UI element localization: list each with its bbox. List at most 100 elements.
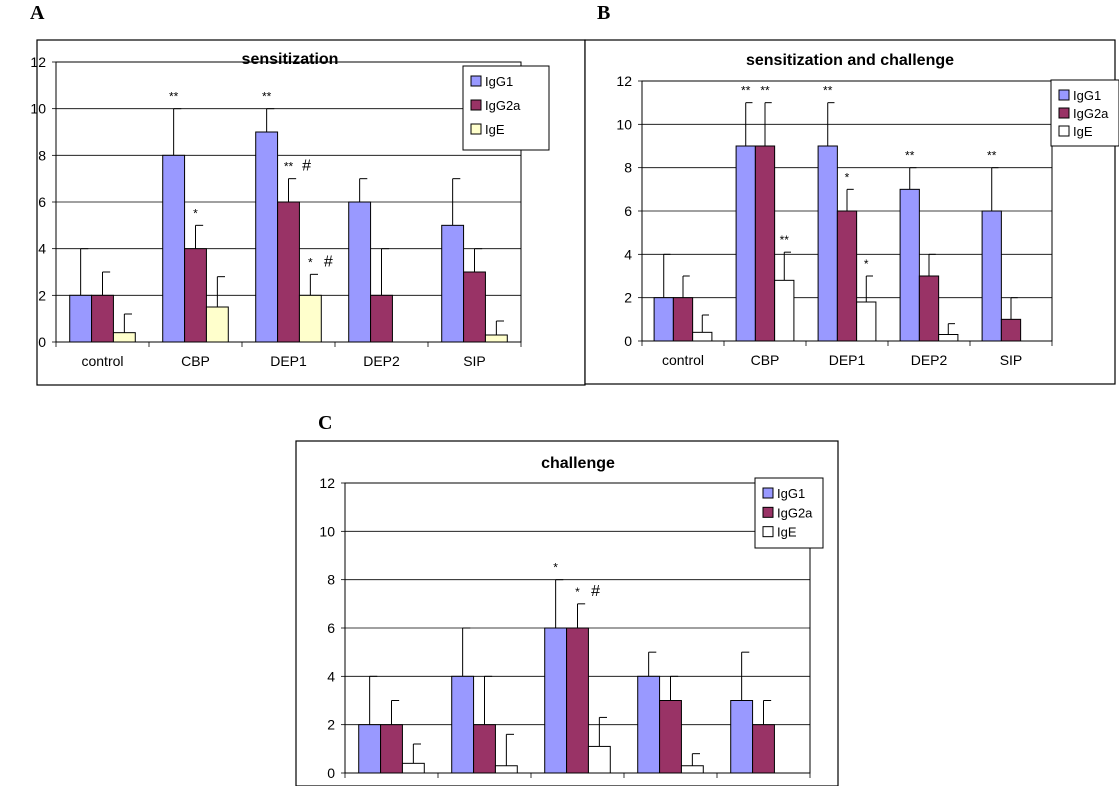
bar-igg2a (473, 724, 496, 774)
y-tick-label: 10 (616, 116, 632, 132)
panel-letter-b: B (597, 2, 611, 24)
significance-marker: ** (823, 84, 833, 98)
bar-igg1 (441, 224, 465, 343)
bar-igg2a (380, 724, 403, 774)
category-label: DEP1 (270, 353, 307, 369)
legend-swatch (762, 506, 774, 518)
bar-igg2a (752, 724, 775, 774)
bar-igg2a (836, 210, 858, 342)
legend-swatch (470, 75, 482, 87)
y-tick-label: 0 (624, 333, 632, 349)
bar-igg2a (566, 627, 589, 774)
legend-label: IgG2a (777, 505, 813, 520)
bar-igg1 (817, 145, 838, 342)
chart-c: 0 2 4 6 8 10 12 challenge control CBP DEP1 * * # DEP2 S… (295, 440, 839, 786)
significance-marker: ** (905, 149, 915, 163)
y-tick-label: 4 (38, 241, 46, 257)
significance-marker: ** (262, 90, 272, 104)
bar-igg1 (899, 188, 920, 342)
bar-igg1 (637, 675, 661, 774)
legend-swatch (762, 487, 774, 499)
bar-ige (401, 762, 425, 774)
y-tick-label: 4 (624, 246, 632, 262)
legend-swatch (1058, 107, 1070, 119)
category-label: DEP2 (363, 353, 400, 369)
bar-ige (494, 765, 518, 774)
category-label: SIP (463, 353, 486, 369)
bar-igg2a (918, 275, 940, 342)
significance-marker: ** (169, 90, 179, 104)
category-label: SIP (1000, 352, 1023, 368)
bar-ige (938, 334, 959, 342)
legend-swatch (470, 123, 482, 135)
y-tick-label: 0 (327, 765, 335, 781)
bar-igg1 (451, 675, 475, 774)
category-label: DEP1 (829, 352, 866, 368)
significance-marker: * (308, 255, 313, 269)
y-tick-label: 8 (327, 572, 335, 588)
category-label: CBP (751, 352, 780, 368)
category-label: control (662, 352, 704, 368)
category-label: SIP (752, 784, 775, 786)
bar-ige (205, 306, 229, 343)
bar-ige (680, 765, 704, 774)
bar-igg2a (659, 700, 682, 774)
bar-igg1 (730, 700, 754, 774)
bar-igg1 (735, 145, 756, 342)
y-tick-label: 10 (30, 101, 46, 117)
significance-marker: * (845, 170, 850, 184)
legend-label: IgE (777, 525, 797, 540)
significance-marker: # (302, 158, 311, 175)
bar-ige (692, 331, 713, 342)
y-tick-label: 2 (327, 717, 335, 733)
panel-letter-c: C (318, 412, 333, 434)
significance-marker: * (553, 561, 558, 575)
significance-marker: * (864, 257, 869, 271)
y-tick-label: 12 (30, 54, 46, 70)
bar-igg2a (1000, 318, 1022, 342)
bar-igg2a (463, 271, 486, 343)
chart-b: 0 2 4 6 8 10 12 sensitization and challenge cont… (584, 39, 1119, 385)
category-label: DEP2 (652, 784, 689, 786)
y-tick-label: 8 (38, 147, 46, 163)
y-tick-label: 12 (616, 73, 632, 89)
category-label: control (81, 353, 123, 369)
category-label: DEP1 (559, 784, 596, 786)
significance-marker: # (591, 583, 600, 600)
legend-label: IgG1 (777, 486, 805, 501)
bar-ige (774, 279, 795, 342)
legend-label: IgE (1073, 124, 1093, 139)
category-label: CBP (181, 353, 210, 369)
y-tick-label: 6 (327, 620, 335, 636)
legend-label: IgG2a (1073, 106, 1109, 121)
bar-ige (484, 334, 508, 343)
y-tick-label: 6 (38, 194, 46, 210)
bar-igg2a (754, 145, 776, 342)
y-tick-label: 6 (624, 203, 632, 219)
bar-igg1 (981, 210, 1002, 342)
y-tick-label: 8 (624, 160, 632, 176)
significance-marker: ** (987, 149, 997, 163)
significance-marker: ** (741, 84, 751, 98)
significance-marker: * (193, 206, 198, 220)
y-tick-label: 2 (38, 287, 46, 303)
bar-igg2a (672, 297, 694, 342)
significance-marker: ** (284, 160, 294, 174)
legend-swatch (470, 99, 482, 111)
legend-swatch (1058, 125, 1070, 137)
significance-marker: ** (780, 233, 790, 247)
significance-marker: ** (760, 84, 770, 98)
chart-title: sensitization and challenge (746, 52, 954, 69)
legend-swatch (1058, 89, 1070, 101)
significance-marker: # (324, 253, 333, 270)
bar-ige (587, 745, 611, 774)
bar-igg2a (91, 294, 114, 343)
bar-igg2a (370, 294, 393, 343)
bar-igg1 (348, 201, 372, 343)
y-tick-label: 0 (38, 334, 46, 350)
legend-label: IgG2a (485, 98, 521, 113)
y-tick-label: 12 (319, 475, 335, 491)
legend-label: IgG1 (1073, 88, 1101, 103)
